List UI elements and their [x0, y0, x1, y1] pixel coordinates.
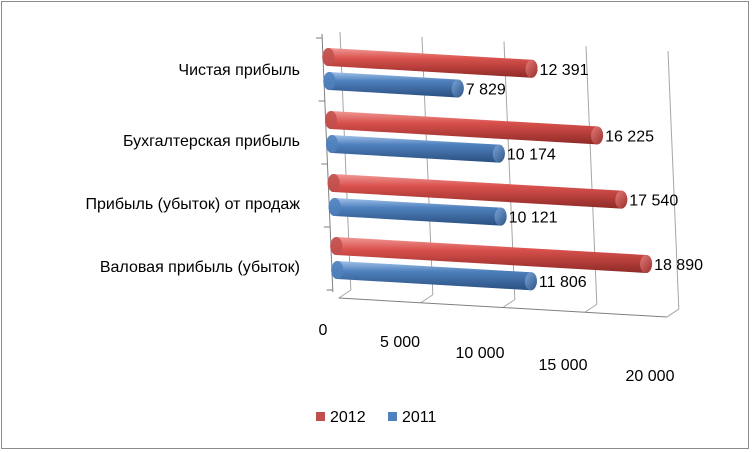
- bar-cap-2011: [451, 79, 464, 98]
- floor-gridline: [338, 289, 352, 299]
- category-label: Бухгалтерская прибыль: [123, 133, 300, 150]
- tick-label: 0: [319, 322, 328, 339]
- bar-cap-2011: [492, 144, 505, 163]
- bar-start-2011: [331, 261, 344, 279]
- value-label: 10 174: [507, 147, 556, 164]
- bar-start-2012: [327, 174, 340, 192]
- bar-2011: [325, 135, 505, 163]
- tick-label: 20 000: [626, 368, 675, 385]
- value-axis: [338, 297, 667, 318]
- gridline: [667, 51, 680, 310]
- category-label: Прибыль (убыток) от продаж: [86, 196, 301, 213]
- bar-start-2011: [325, 135, 338, 153]
- bars: [322, 48, 653, 291]
- legend-label-2011: 2011: [402, 409, 437, 426]
- bar-2012: [324, 111, 604, 145]
- category-label: Валовая прибыль (убыток): [100, 259, 300, 276]
- bar-2012: [330, 237, 653, 273]
- bar-cap-2012: [591, 126, 604, 145]
- bar-cap-2012: [615, 190, 628, 209]
- value-label: 7 829: [466, 81, 506, 98]
- bar-start-2012: [322, 48, 335, 66]
- bar-cap-2012: [640, 254, 653, 273]
- legend: 2012 2011: [316, 409, 437, 426]
- bar-cap-2012: [525, 59, 538, 78]
- bar-2011: [323, 72, 464, 98]
- value-label: 11 806: [539, 274, 587, 291]
- bar-start-2011: [323, 72, 336, 90]
- value-label: 12 391: [540, 62, 589, 79]
- value-label: 18 890: [654, 257, 703, 274]
- bar-start-2011: [328, 198, 341, 216]
- tick-label: 5 000: [380, 334, 420, 351]
- legend-swatch-2011: [388, 412, 397, 421]
- labels: 0 5 000 10 000 15 000 20 000 18 890 11 806 Вало…: [86, 62, 704, 385]
- legend-swatch-2012: [316, 412, 325, 421]
- bar-cap-2011: [524, 272, 537, 291]
- floor-gridline: [666, 308, 680, 318]
- floor-gridline: [502, 299, 516, 308]
- floor-gridline: [584, 303, 598, 313]
- tick-label: 15 000: [539, 357, 588, 374]
- category-label: Чистая прибыль: [178, 62, 300, 79]
- legend-label-2012: 2012: [330, 409, 366, 426]
- bar-2012: [322, 48, 538, 78]
- floor-gridline: [420, 294, 434, 304]
- value-label: 10 121: [509, 210, 558, 227]
- bar-2011: [331, 261, 537, 291]
- value-label: 17 540: [629, 193, 678, 210]
- bar-2012: [327, 174, 628, 209]
- bar-start-2012: [330, 237, 343, 255]
- tick-label: 10 000: [456, 345, 505, 362]
- bar-cap-2011: [494, 207, 507, 226]
- bar-start-2012: [324, 111, 337, 129]
- value-label: 16 225: [605, 128, 654, 145]
- bar-2011: [328, 198, 507, 226]
